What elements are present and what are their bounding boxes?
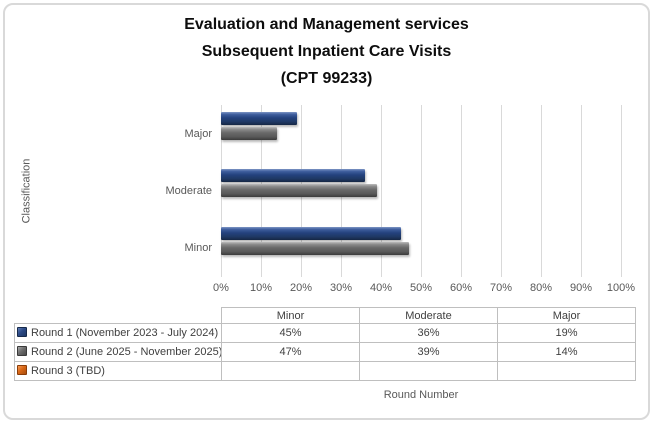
- x-tick-label: 30%: [329, 282, 353, 294]
- legend-label: Round 3 (TBD): [31, 365, 105, 377]
- series-label-cell: Round 3 (TBD): [14, 361, 222, 381]
- x-tick-label: 70%: [489, 282, 513, 294]
- bar-moderate-series-1: [221, 169, 365, 183]
- bar-minor-series-1: [221, 226, 401, 240]
- value-cell: [359, 361, 498, 381]
- value-cell: [497, 361, 636, 381]
- gridline: [621, 105, 622, 277]
- legend-table-body: Round 1 (November 2023 - July 2024) 45% 36…: [14, 323, 636, 381]
- table-column-header: Moderate: [359, 307, 498, 324]
- legend-marker: [17, 365, 27, 375]
- y-axis-title-text: Classification: [20, 158, 32, 224]
- gridline: [421, 105, 422, 277]
- value-cell: 39%: [359, 342, 498, 362]
- gridline: [541, 105, 542, 277]
- bar-group: [221, 105, 621, 140]
- legend-table: Minor Moderate Major Round 1 (November 202…: [14, 307, 636, 381]
- x-axis-title: Round Number: [383, 389, 459, 401]
- x-tick-label: 10%: [249, 282, 273, 294]
- category-band-moderate: Moderate: [166, 162, 621, 219]
- plot-area: Major Moderate Minor: [166, 105, 622, 277]
- bar-minor-series-2: [221, 241, 409, 255]
- x-tick-label: 100%: [606, 282, 636, 294]
- y-axis-title: Classification: [18, 105, 34, 277]
- x-tick-label: 0%: [213, 282, 229, 294]
- table-column-header: Major: [497, 307, 636, 324]
- chart-title-line-1: Evaluation and Management services: [184, 16, 469, 33]
- chart-title: Evaluation and Management services Subse…: [0, 11, 653, 92]
- gridline: [581, 105, 582, 277]
- legend-label: Round 2 (June 2025 - November 2025): [31, 346, 222, 358]
- x-tick-label: 80%: [529, 282, 553, 294]
- table-corner-cell: [15, 308, 222, 324]
- plot-bands: Major Moderate Minor: [166, 105, 621, 277]
- value-cell: 19%: [497, 323, 636, 343]
- y-category-label: Major: [184, 127, 212, 140]
- series-label-cell: Round 1 (November 2023 - July 2024): [14, 323, 222, 343]
- table-row: Round 3 (TBD): [14, 361, 636, 381]
- legend-table-header-row: Minor Moderate Major: [15, 307, 636, 324]
- value-cell: 14%: [497, 342, 636, 362]
- value-cell: 45%: [221, 323, 360, 343]
- value-cell: 47%: [221, 342, 360, 362]
- bar-major-series-1: [221, 112, 297, 125]
- x-axis-tick-row: 0% 10% 20% 30% 40% 50% 60% 70% 80% 90% 100%: [213, 282, 635, 296]
- chart-title-line-3: (CPT 99233): [280, 70, 373, 87]
- value-cell: [221, 361, 360, 381]
- legend-marker: [17, 327, 27, 337]
- value-cell: 36%: [359, 323, 498, 343]
- gridline: [381, 105, 382, 277]
- gridline: [501, 105, 502, 277]
- category-band-major: Major: [184, 105, 621, 162]
- category-band-minor: Minor: [184, 220, 621, 277]
- bar-major-series-2: [221, 127, 277, 140]
- x-tick-label: 90%: [569, 282, 593, 294]
- x-tick-label: 40%: [369, 282, 393, 294]
- gridline: [461, 105, 462, 277]
- x-tick-label: 50%: [409, 282, 433, 294]
- x-tick-label: 60%: [449, 282, 473, 294]
- table-row: Round 2 (June 2025 - November 2025) 47% 39…: [14, 342, 636, 362]
- bar-group: [221, 162, 621, 198]
- series-label-cell: Round 2 (June 2025 - November 2025): [14, 342, 222, 362]
- table-column-header: Minor: [221, 307, 360, 324]
- bar-moderate-series-2: [221, 184, 377, 198]
- legend-marker: [17, 346, 27, 356]
- bar-group: [221, 220, 621, 255]
- y-category-label: Minor: [184, 242, 212, 255]
- y-category-label: Moderate: [165, 184, 212, 197]
- chart-title-line-2: Subsequent Inpatient Care Visits: [201, 43, 452, 60]
- legend-label: Round 1 (November 2023 - July 2024): [31, 327, 219, 339]
- x-tick-label: 20%: [289, 282, 313, 294]
- table-row: Round 1 (November 2023 - July 2024) 45% 36…: [14, 323, 636, 343]
